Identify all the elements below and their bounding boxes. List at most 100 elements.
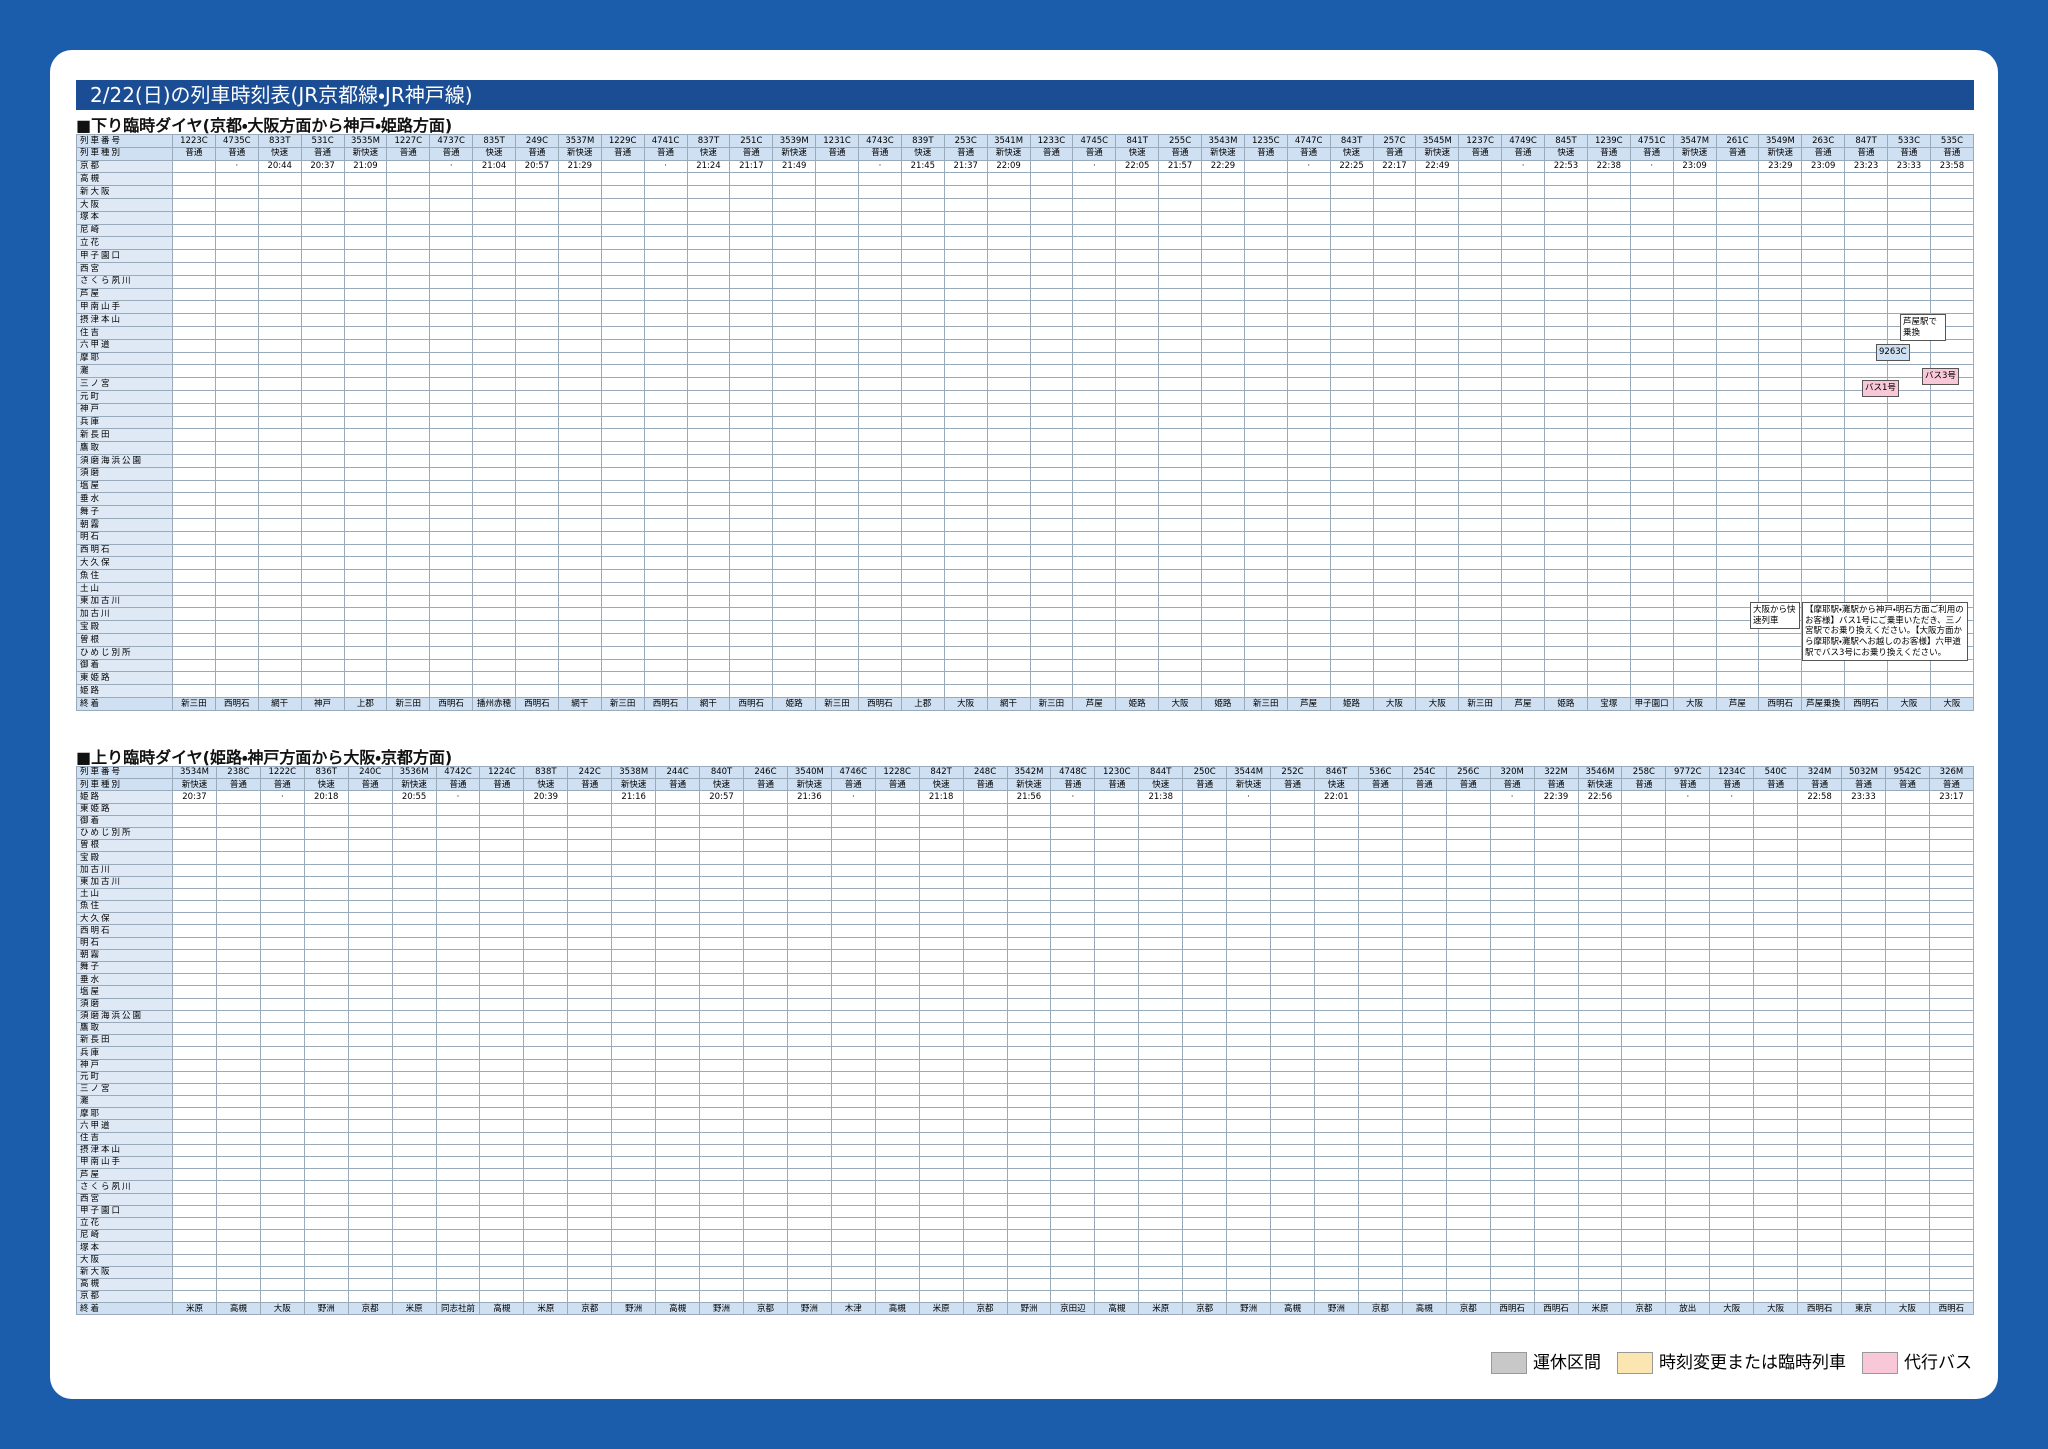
cell (655, 1034, 701, 1048)
cell (858, 607, 902, 622)
cell (874, 997, 920, 1011)
cell (729, 594, 774, 609)
cell (686, 261, 731, 276)
cell (1313, 1192, 1359, 1206)
cell (1621, 1058, 1667, 1072)
cell (479, 839, 525, 853)
cell (343, 325, 388, 340)
cell (686, 197, 731, 212)
cell (1709, 985, 1755, 999)
cell (786, 814, 832, 828)
row: 甲南山手 (76, 1155, 1975, 1170)
cell (1243, 453, 1288, 468)
cell (742, 1180, 788, 1194)
cell (1544, 479, 1588, 494)
cell (1715, 249, 1760, 263)
cell (1458, 197, 1503, 212)
cell (900, 172, 945, 187)
cell: 257C (1372, 134, 1417, 148)
cell (257, 287, 302, 302)
cell (1357, 1070, 1403, 1084)
cell (986, 197, 1031, 212)
cell (699, 924, 744, 938)
cell (1629, 505, 1674, 519)
cell (1415, 556, 1460, 571)
cell (1006, 985, 1052, 999)
cell (1715, 428, 1760, 443)
cell (943, 671, 988, 686)
cell (1401, 887, 1447, 902)
cell (815, 351, 859, 366)
cell (643, 620, 688, 635)
cell (1094, 1046, 1140, 1060)
cell (435, 1082, 481, 1097)
cell (1329, 492, 1374, 507)
cell (1929, 210, 1975, 225)
cell (347, 1168, 393, 1182)
cell (386, 479, 431, 494)
cell (815, 530, 859, 545)
cell (303, 1107, 349, 1121)
cell (943, 338, 988, 353)
cell (1458, 620, 1503, 635)
cell (1357, 863, 1403, 877)
cell (1753, 1241, 1799, 1255)
row: 高槻 (76, 172, 1975, 187)
cell (1329, 453, 1374, 468)
cell (1401, 973, 1447, 987)
cell (1621, 863, 1667, 877)
cell (786, 1070, 832, 1084)
cell (1665, 1265, 1711, 1279)
cell (699, 1168, 744, 1182)
cell (1665, 863, 1711, 877)
cell: · (830, 790, 876, 804)
cell (786, 1192, 832, 1206)
cell (1243, 517, 1288, 532)
cell (1006, 1229, 1052, 1243)
cell (215, 1070, 261, 1084)
cell (567, 1168, 613, 1182)
cell (1115, 453, 1160, 468)
cell (1586, 210, 1631, 225)
cell (1801, 325, 1846, 340)
cell (729, 377, 774, 391)
cell (343, 645, 388, 660)
cell (1929, 517, 1975, 532)
cell (1544, 261, 1588, 276)
cell (815, 620, 859, 635)
cell: 姫路 (1115, 697, 1160, 711)
cell (1243, 338, 1288, 353)
cell (611, 1265, 657, 1279)
cell (1458, 210, 1503, 225)
cell (1050, 936, 1096, 950)
cell (300, 313, 345, 327)
row-label: 曽根 (76, 633, 173, 647)
cell (1313, 1034, 1359, 1048)
cell (1928, 826, 1975, 841)
cell (472, 274, 516, 289)
cell (1286, 210, 1331, 225)
cell (1621, 1107, 1667, 1121)
cell (1672, 236, 1717, 251)
cell (962, 1204, 1008, 1218)
cell (943, 415, 988, 430)
cell (1801, 249, 1846, 263)
cell (1415, 287, 1460, 302)
cell (1445, 790, 1491, 804)
cell (815, 172, 859, 187)
cell (1072, 402, 1117, 417)
cell (1270, 839, 1315, 853)
cell (1029, 415, 1074, 430)
cell (1226, 900, 1272, 914)
cell (1884, 1253, 1930, 1267)
cell (1158, 633, 1202, 647)
cell (523, 1107, 569, 1121)
cell (1006, 826, 1052, 841)
cell (1887, 543, 1931, 558)
cell (643, 389, 688, 404)
cell (214, 607, 259, 622)
cell (1928, 802, 1975, 816)
cell (1928, 1009, 1975, 1023)
cell (257, 581, 302, 596)
cell (962, 826, 1008, 841)
